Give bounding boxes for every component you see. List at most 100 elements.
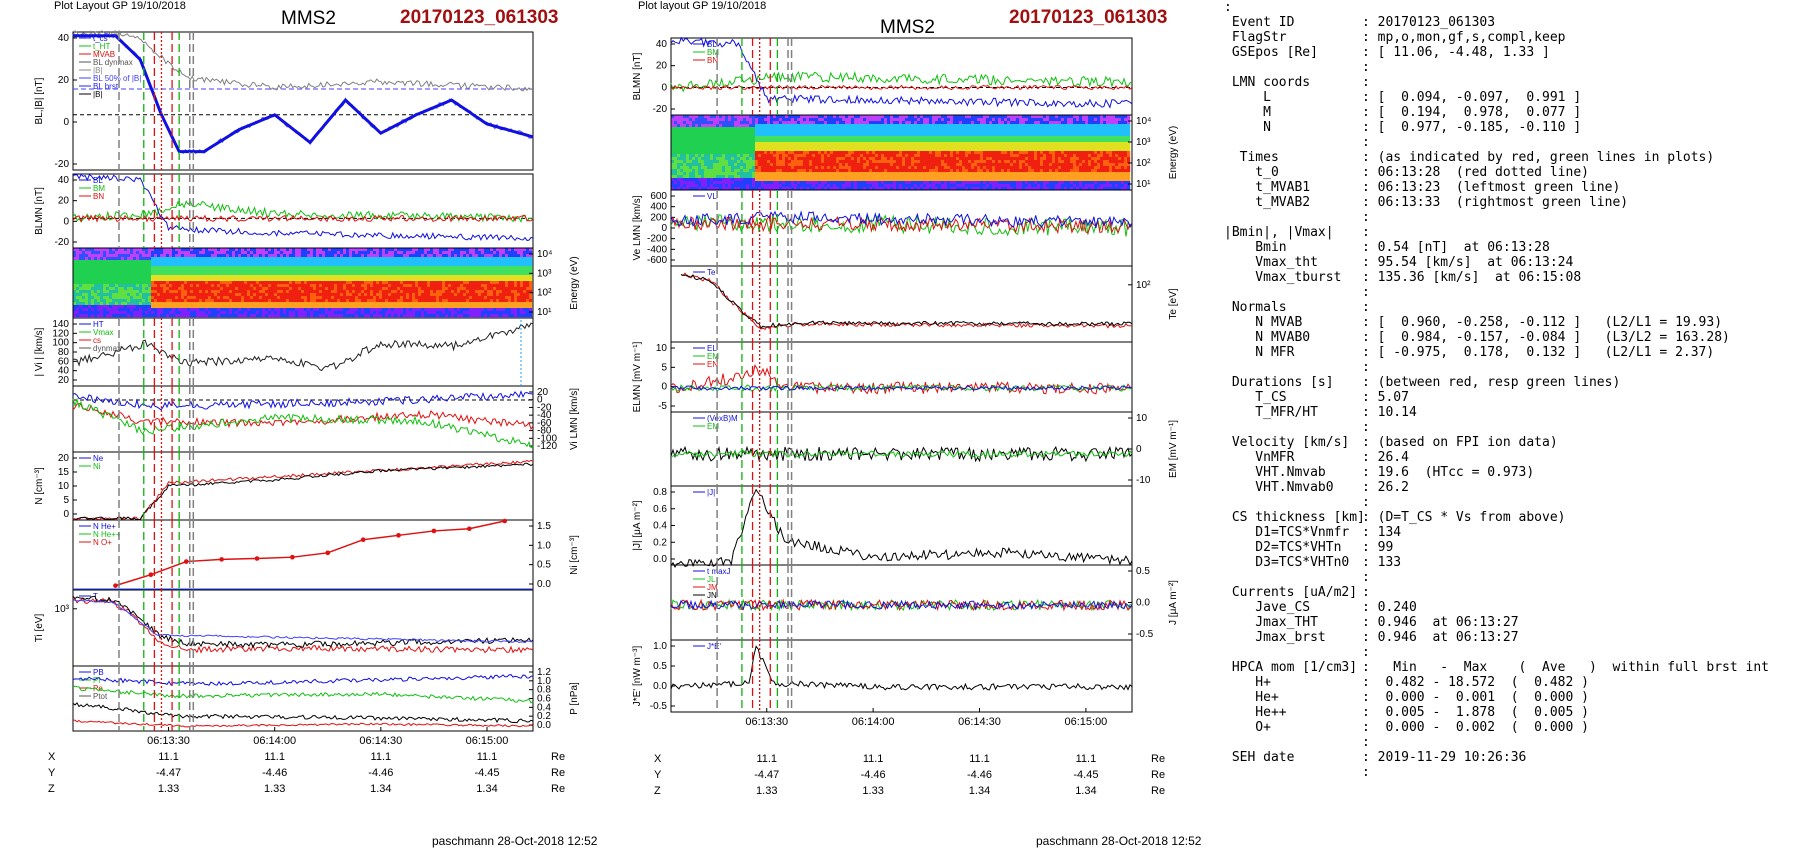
spectrogram-cell <box>692 166 695 169</box>
spectrogram-cell <box>710 124 713 127</box>
spectrogram-cell <box>701 175 704 178</box>
spectrogram-cell <box>773 133 776 136</box>
spectrogram-cell <box>677 160 680 163</box>
spectrogram-cell <box>785 172 788 175</box>
spectrogram-cell <box>809 166 812 169</box>
spectrogram-cell <box>719 178 722 181</box>
spectrogram-cell <box>737 127 740 130</box>
spectrogram-cell <box>749 151 752 154</box>
spectrogram-cell <box>704 172 707 175</box>
spectrogram-cell <box>749 139 752 142</box>
spectrogram-cell <box>728 139 731 142</box>
spectrogram-cell <box>728 172 731 175</box>
spectrogram-cell <box>776 124 779 127</box>
spectrogram-cell <box>800 166 803 169</box>
spectrogram-cell <box>692 133 695 136</box>
spectrogram-cell <box>734 118 737 121</box>
spectrogram-cell <box>701 148 704 151</box>
spectrogram-cell <box>767 142 770 145</box>
spectrogram-cell <box>806 130 809 133</box>
spectrogram-cell <box>674 178 677 181</box>
spectrogram-cell <box>803 142 806 145</box>
spectrogram-cell <box>809 151 812 154</box>
spectrogram-cell <box>788 145 791 148</box>
spectrogram-cell <box>701 130 704 133</box>
spectrogram-cell <box>704 184 707 187</box>
spectrogram-cell <box>752 151 755 154</box>
spectrogram-cell <box>776 166 779 169</box>
spectrogram-cell <box>785 178 788 181</box>
spectrogram-cell <box>701 124 704 127</box>
spectrogram-cell <box>809 148 812 151</box>
spectrogram-cell <box>734 124 737 127</box>
spectrogram-cell <box>758 181 761 184</box>
spectrogram-cell <box>728 133 731 136</box>
spectrogram-cell <box>776 157 779 160</box>
spectrogram-cell <box>794 136 797 139</box>
spectrogram-cell <box>701 136 704 139</box>
spectrogram-cell <box>752 175 755 178</box>
spectrogram-cell <box>788 181 791 184</box>
spectrogram-cell <box>785 157 788 160</box>
spectrogram-cell <box>791 181 794 184</box>
spectrogram-cell <box>740 172 743 175</box>
spectrogram-cell <box>692 181 695 184</box>
spectrogram-cell <box>758 172 761 175</box>
spectrogram-cell <box>764 184 767 187</box>
spectrogram-cell <box>740 142 743 145</box>
spectrogram-cell <box>791 145 794 148</box>
spectrogram-cell <box>704 142 707 145</box>
spectrogram-cell <box>758 151 761 154</box>
spectrogram-cell <box>761 148 764 151</box>
spectrogram-cell <box>689 145 692 148</box>
spectrogram-cell <box>710 172 713 175</box>
spectrogram-cell <box>734 175 737 178</box>
spectrogram-cell <box>779 151 782 154</box>
y-axis-label: BLMN [nT] <box>632 52 643 100</box>
spectrogram-cell <box>698 139 701 142</box>
spectrogram-cell <box>755 175 758 178</box>
spectrogram-cell <box>770 175 773 178</box>
spectrogram-cell <box>725 130 728 133</box>
spectrogram-cell <box>761 181 764 184</box>
spectrogram-cell <box>728 124 731 127</box>
spectrogram-cell <box>746 166 749 169</box>
spectrogram-cell <box>722 154 725 157</box>
spectrogram-cell <box>764 139 767 142</box>
spectrogram-cell <box>746 154 749 157</box>
spectrogram-cell <box>752 139 755 142</box>
spectrogram-cell <box>776 178 779 181</box>
spectrogram-cell <box>797 130 800 133</box>
spectrogram-cell <box>716 121 719 124</box>
spectrogram-cell <box>698 121 701 124</box>
spectrogram-cell <box>785 148 788 151</box>
spectrogram-cell <box>683 148 686 151</box>
spectrogram-cell <box>686 163 689 166</box>
spectrogram-cell <box>752 178 755 181</box>
spectrogram-cell <box>677 151 680 154</box>
spectrogram-cell <box>737 178 740 181</box>
spectrogram-cell <box>719 154 722 157</box>
spectrogram-cell <box>782 181 785 184</box>
spectrogram-cell <box>788 169 791 172</box>
spectrogram-cell <box>725 121 728 124</box>
spectrogram-cell <box>707 151 710 154</box>
spectrogram-cell <box>719 148 722 151</box>
spectrogram-cell <box>767 127 770 130</box>
spectrogram-cell <box>800 124 803 127</box>
spectrogram-cell <box>698 166 701 169</box>
spectrogram-cell <box>800 118 803 121</box>
spectrogram-cell <box>806 142 809 145</box>
spectrogram-cell <box>701 154 704 157</box>
spectrogram-cell <box>749 163 752 166</box>
spectrogram-cell <box>806 169 809 172</box>
spectrogram-cell <box>794 142 797 145</box>
spectrogram-cell <box>785 136 788 139</box>
spectrogram-cell <box>686 139 689 142</box>
spectrogram-cell <box>674 175 677 178</box>
spectrogram-cell <box>737 181 740 184</box>
spectrogram-cell <box>740 148 743 151</box>
spectrogram-cell <box>746 163 749 166</box>
spectrogram-cell <box>764 166 767 169</box>
spectrogram-cell <box>803 184 806 187</box>
